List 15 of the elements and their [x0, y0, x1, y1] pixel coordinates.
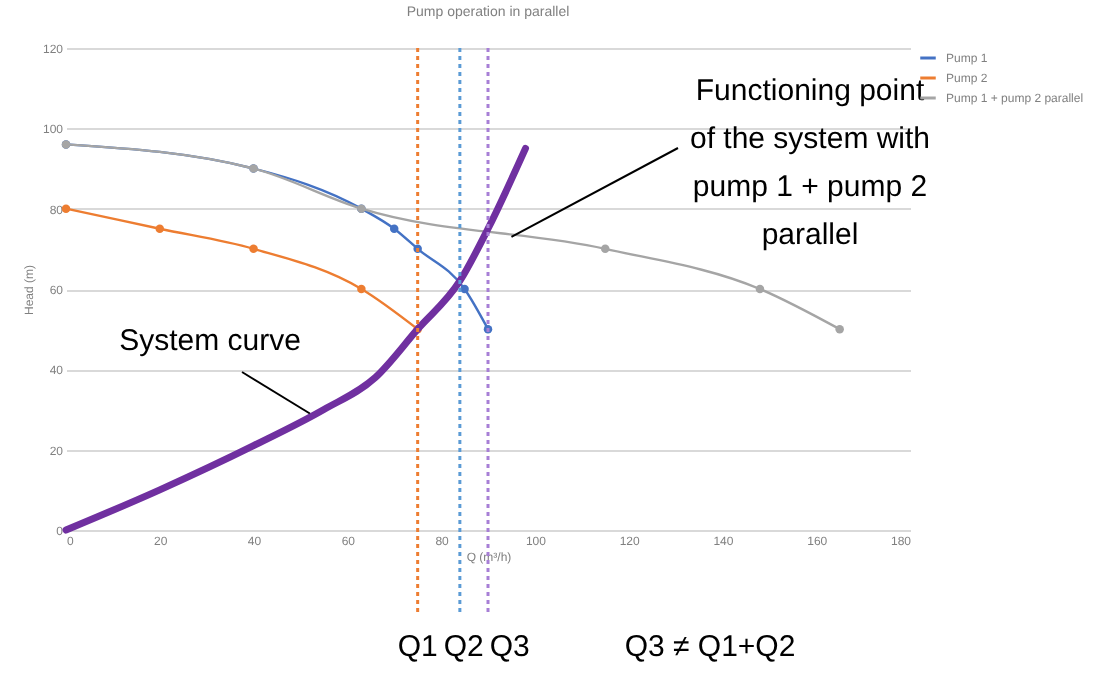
point	[835, 324, 844, 334]
point	[155, 224, 165, 233]
point	[357, 284, 366, 294]
ref-line-label: Q3	[489, 630, 530, 664]
point	[460, 284, 469, 294]
line-series	[62, 144, 530, 534]
point	[249, 244, 258, 254]
point	[389, 224, 399, 233]
annotation: System curve	[119, 324, 301, 358]
annotation: Functioning point of the system with pump 1 + pump 2 parallel	[689, 74, 931, 252]
text: Q3 ≠ Q1+Q2	[624, 630, 796, 664]
point	[600, 244, 610, 254]
ref-line-label: Q2	[443, 630, 484, 664]
point	[755, 284, 765, 294]
ref-line-label: Q1	[397, 630, 438, 664]
